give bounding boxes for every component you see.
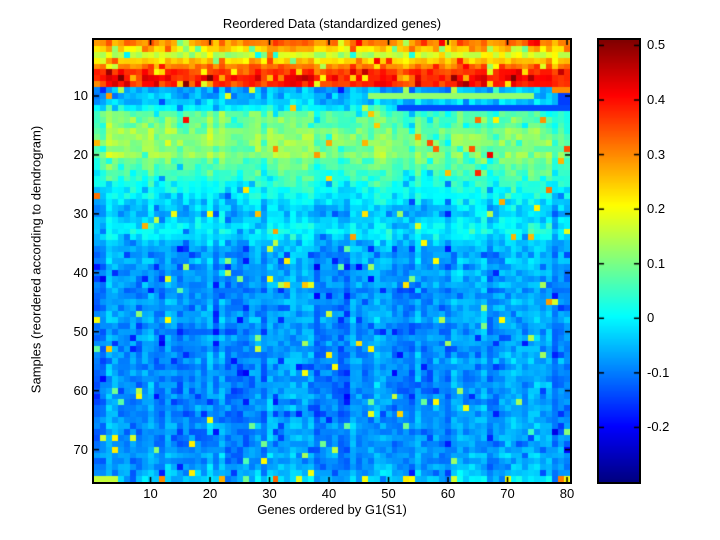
y-tick-label: 40 — [73, 264, 88, 280]
x-tick-label: 70 — [500, 486, 515, 501]
x-axis-label: Genes ordered by G1(S1) — [257, 502, 407, 517]
colorbar-tick-label: 0.1 — [647, 255, 666, 271]
x-tick-label: 80 — [559, 486, 575, 501]
y-tick-label: 20 — [73, 146, 88, 162]
colorbar — [597, 38, 641, 484]
x-tick-label: 50 — [381, 486, 396, 501]
heatmap-canvas — [94, 40, 570, 482]
colorbar-tick-label: 0.2 — [647, 201, 666, 217]
x-tick-label: 10 — [143, 486, 158, 501]
y-tick-label: 70 — [73, 441, 88, 457]
colorbar-tick-label: -0.1 — [647, 364, 670, 380]
x-tick-label: 60 — [440, 486, 456, 501]
y-tick-label: 30 — [73, 205, 88, 221]
colorbar-tick-label: -0.2 — [647, 419, 670, 435]
y-tick-label: 60 — [73, 382, 88, 398]
y-axis-label-text: Samples (reordered according to dendrogr… — [28, 125, 44, 394]
colorbar-tick-label: 0.4 — [647, 92, 666, 108]
x-tick-label: 30 — [262, 486, 277, 501]
colorbar-tick-label: 0.5 — [647, 37, 666, 53]
colorbar-tick-label: 0.3 — [647, 146, 666, 162]
colorbar-tick-label: 0 — [647, 310, 655, 326]
x-tick-label: 20 — [202, 486, 218, 501]
chart-title: Reordered Data (standardized genes) — [222, 16, 442, 31]
y-tick-label: 50 — [73, 323, 88, 339]
colorbar-gradient-canvas — [599, 40, 639, 482]
x-tick-label: 40 — [321, 486, 337, 501]
y-tick-label: 10 — [73, 87, 88, 103]
plot-area — [92, 38, 572, 484]
